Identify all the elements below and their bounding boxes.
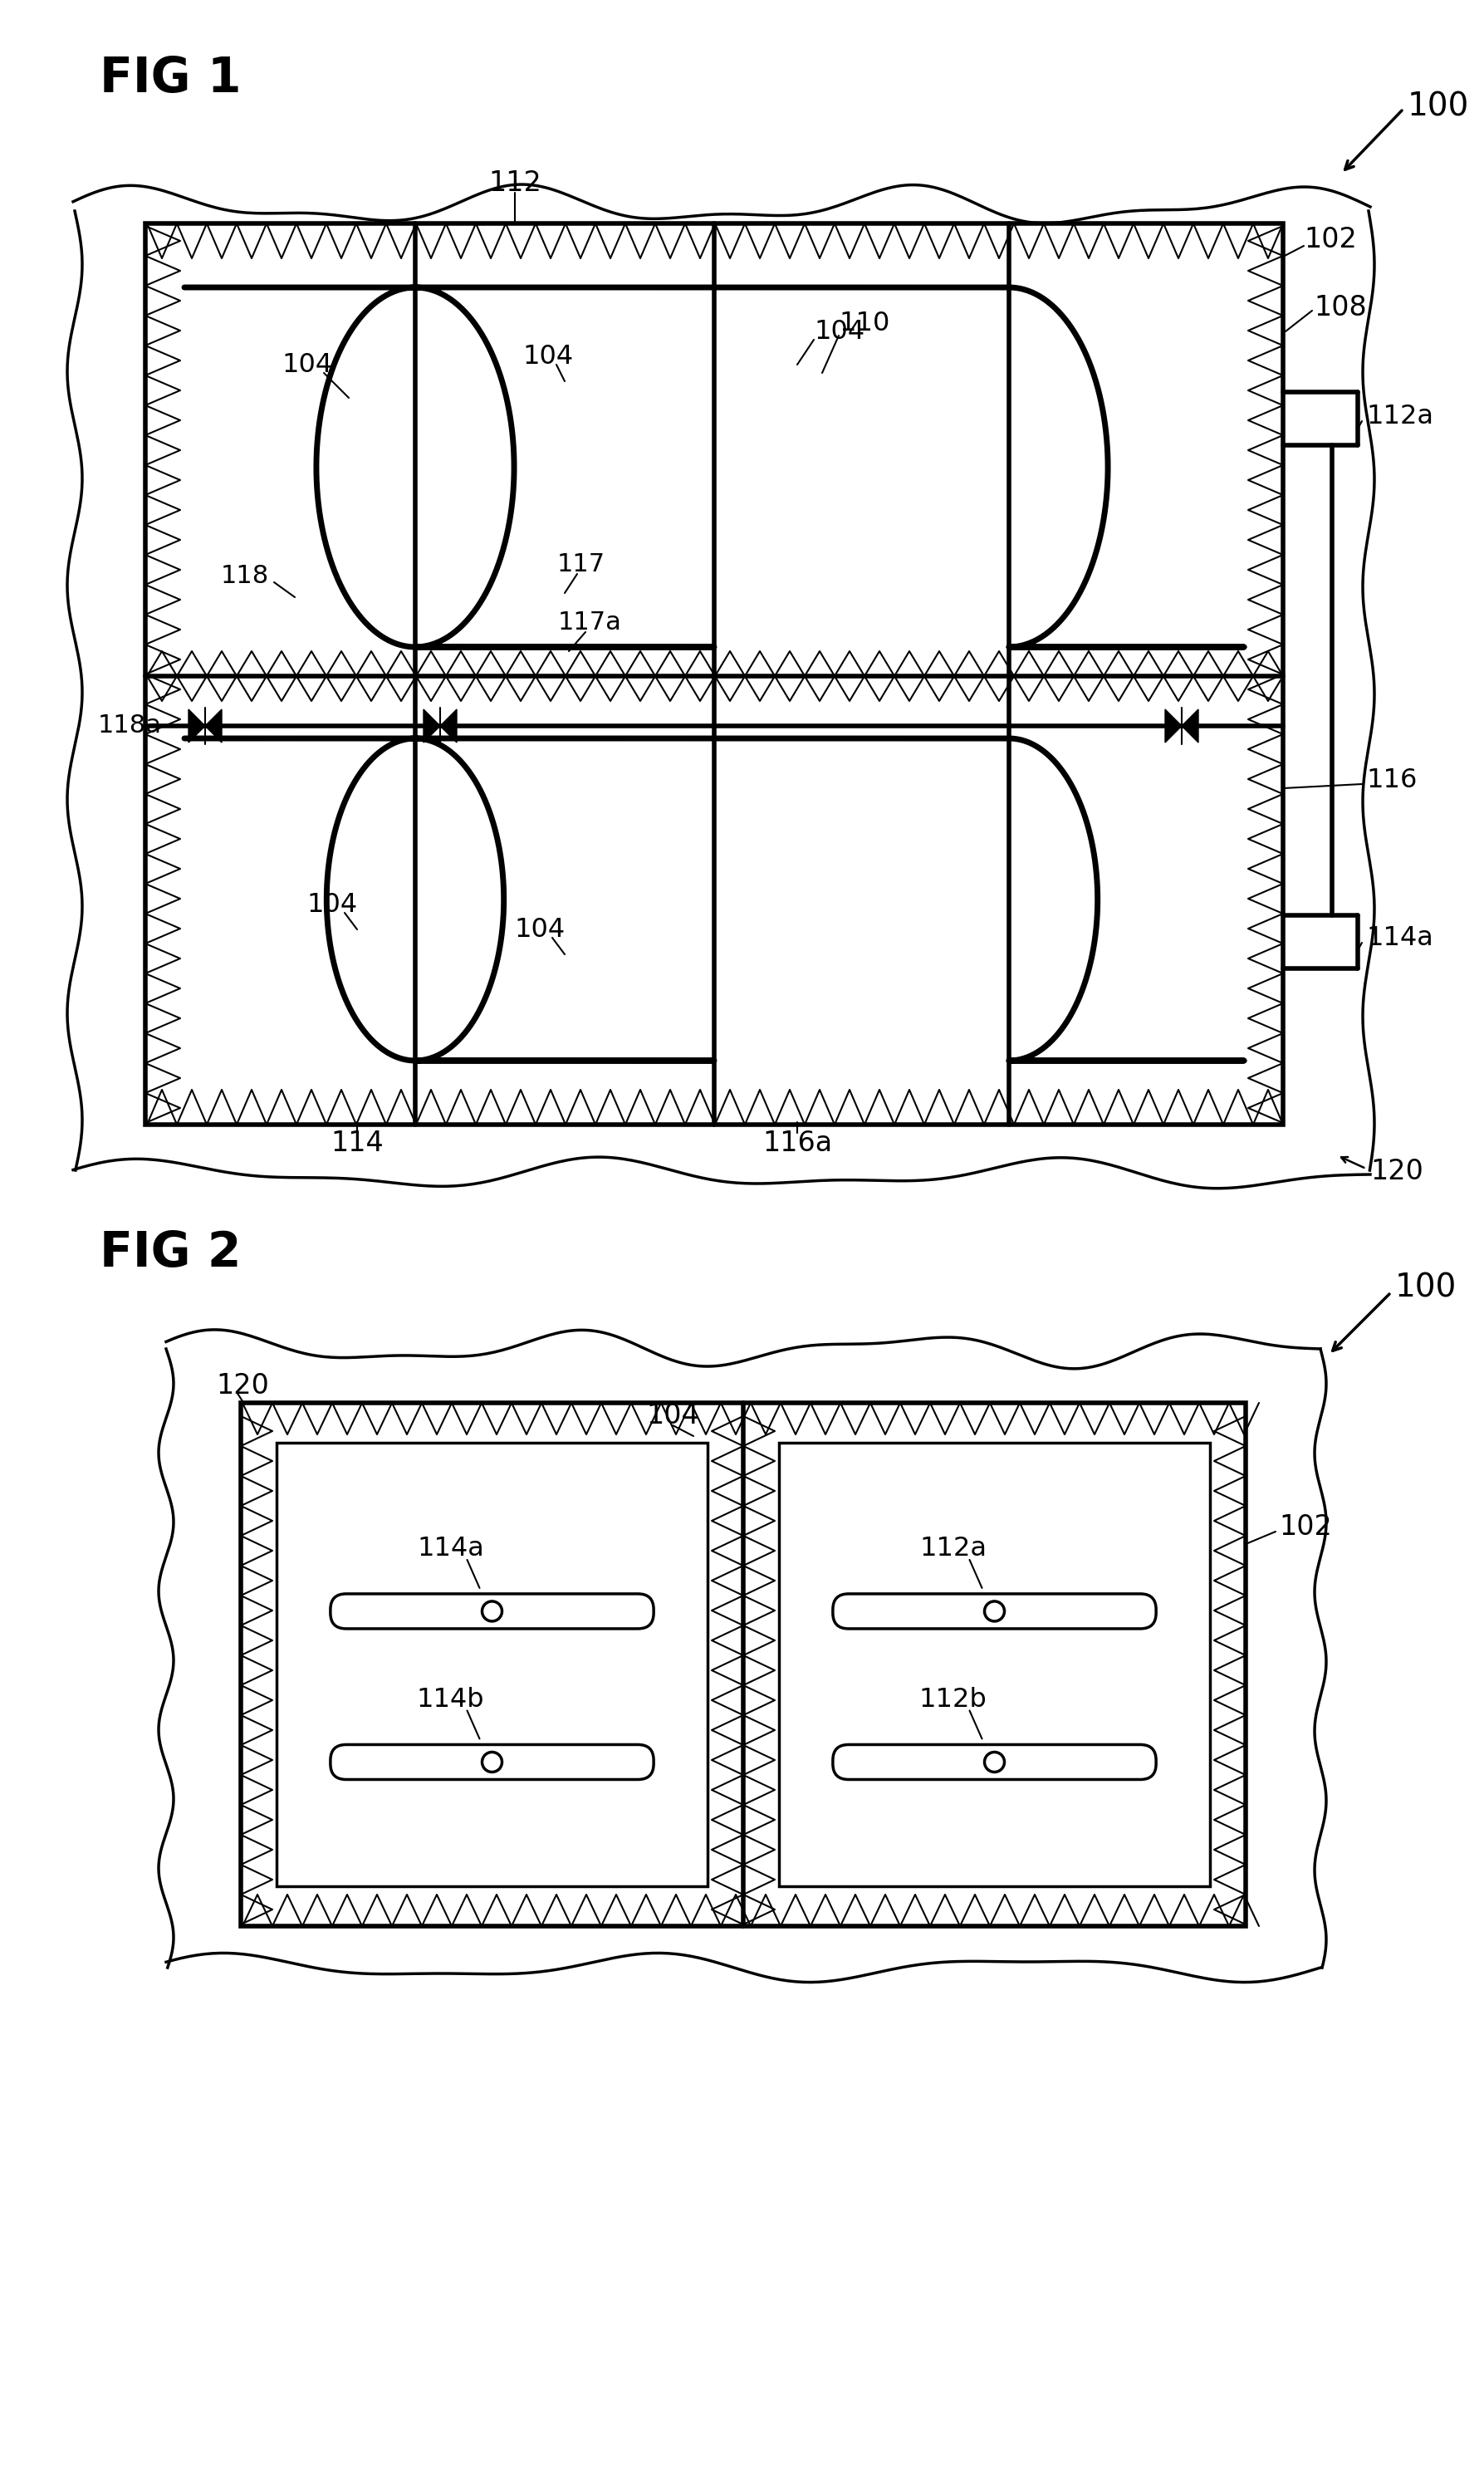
Text: 100: 100 (1395, 1272, 1457, 1305)
Text: FIG 1: FIG 1 (99, 54, 242, 101)
Text: 104: 104 (307, 893, 358, 917)
Polygon shape (205, 710, 221, 742)
Text: 114a: 114a (417, 1536, 484, 1561)
Bar (276, 1443, 708, 1886)
Text: 112a: 112a (1367, 404, 1434, 429)
Text: 104: 104 (515, 917, 565, 942)
Text: 112b: 112b (919, 1687, 987, 1714)
Polygon shape (423, 710, 441, 742)
Text: 117: 117 (556, 552, 605, 577)
Text: 118a: 118a (98, 713, 162, 737)
Text: 118: 118 (221, 565, 269, 589)
Text: 114a: 114a (1367, 925, 1434, 949)
Polygon shape (1181, 710, 1198, 742)
Text: 112a: 112a (919, 1536, 987, 1561)
Text: 104: 104 (522, 343, 573, 370)
Text: FIG 2: FIG 2 (99, 1231, 242, 1277)
Text: 102: 102 (1304, 227, 1356, 254)
Text: 104: 104 (646, 1401, 699, 1428)
Bar (240, 1403, 1245, 1926)
Bar (779, 1443, 1209, 1886)
Text: 102: 102 (1279, 1514, 1333, 1541)
Polygon shape (1165, 710, 1181, 742)
Text: 114: 114 (331, 1129, 383, 1157)
Text: 116a: 116a (763, 1129, 833, 1157)
Text: 116: 116 (1367, 767, 1417, 792)
Polygon shape (188, 710, 205, 742)
Text: 117a: 117a (558, 609, 622, 634)
Text: 104: 104 (282, 353, 332, 377)
Polygon shape (441, 710, 457, 742)
Bar (145, 224, 1284, 1124)
Text: 114b: 114b (417, 1687, 484, 1714)
Text: 120: 120 (215, 1374, 269, 1401)
Text: 108: 108 (1313, 293, 1367, 323)
Text: 112: 112 (488, 170, 542, 197)
Text: 120: 120 (1370, 1159, 1423, 1186)
Text: 100: 100 (1408, 91, 1469, 123)
Text: 110: 110 (838, 311, 890, 335)
Text: 104: 104 (813, 318, 865, 345)
